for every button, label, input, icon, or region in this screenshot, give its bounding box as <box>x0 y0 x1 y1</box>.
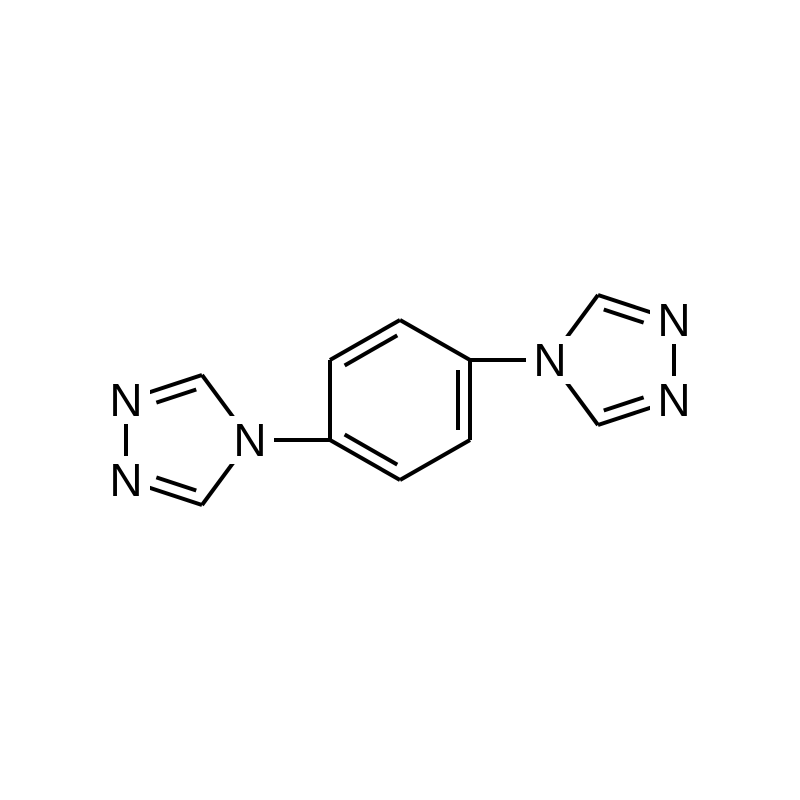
atom-label-N7: N <box>533 334 566 386</box>
atom-label-N10: N <box>657 374 690 426</box>
atom-label-N14: N <box>109 374 142 426</box>
atom-label-N9: N <box>657 294 690 346</box>
molecule-diagram: NNNNNN <box>0 0 800 800</box>
label-layer: NNNNNN <box>102 294 698 506</box>
atom-label-N15: N <box>109 454 142 506</box>
atom-label-N12: N <box>233 414 266 466</box>
bond-layer <box>126 295 674 505</box>
